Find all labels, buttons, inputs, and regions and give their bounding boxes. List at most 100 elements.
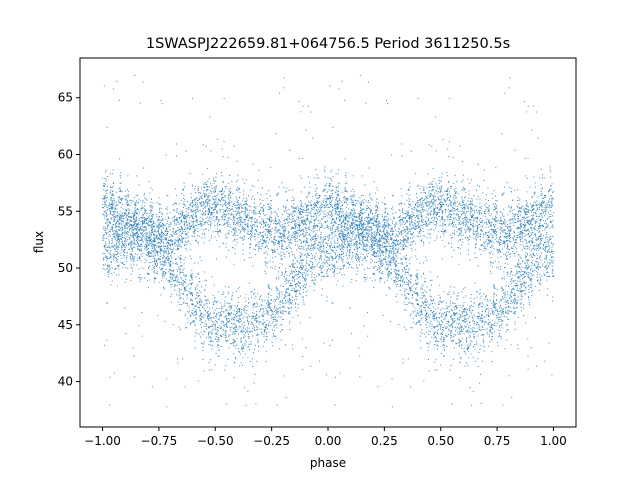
data-point xyxy=(252,317,254,319)
data-point xyxy=(441,185,443,187)
data-point xyxy=(267,284,269,286)
data-point xyxy=(349,215,351,217)
data-point xyxy=(514,328,516,330)
data-point xyxy=(151,213,153,215)
data-point xyxy=(283,235,285,237)
data-point xyxy=(258,243,260,245)
data-point xyxy=(211,333,213,335)
data-point xyxy=(337,238,339,240)
data-point xyxy=(322,211,324,213)
data-point xyxy=(177,249,179,251)
data-point xyxy=(387,212,389,214)
data-point xyxy=(246,217,248,219)
data-point xyxy=(544,201,546,203)
data-point xyxy=(343,264,345,266)
data-point xyxy=(319,247,321,249)
data-point xyxy=(133,246,135,248)
data-point xyxy=(538,282,540,284)
data-point xyxy=(522,283,524,285)
data-point xyxy=(174,210,175,212)
data-point xyxy=(333,245,335,247)
data-point xyxy=(264,233,266,235)
data-point xyxy=(307,227,309,229)
data-point xyxy=(154,248,156,250)
data-point xyxy=(175,234,177,236)
data-point xyxy=(353,191,355,193)
data-point xyxy=(519,222,521,224)
data-point xyxy=(235,229,237,231)
data-point xyxy=(205,228,207,230)
data-point xyxy=(529,272,531,274)
data-point xyxy=(416,276,418,278)
data-point xyxy=(118,264,120,266)
data-point xyxy=(484,306,486,308)
data-point xyxy=(287,213,289,215)
data-point xyxy=(179,258,181,260)
data-point xyxy=(420,220,422,222)
data-point xyxy=(322,241,324,243)
data-point xyxy=(493,314,495,316)
data-point xyxy=(292,234,294,236)
data-point xyxy=(465,232,467,234)
data-point xyxy=(356,216,358,218)
data-point xyxy=(279,307,281,309)
data-point xyxy=(395,264,397,266)
data-point xyxy=(298,290,300,292)
data-point xyxy=(465,339,467,341)
data-point xyxy=(518,218,520,220)
data-point xyxy=(377,202,379,204)
data-point xyxy=(527,157,529,159)
data-point xyxy=(109,376,111,378)
data-point xyxy=(415,243,417,245)
data-point xyxy=(530,253,532,255)
data-point xyxy=(118,229,120,231)
data-point xyxy=(493,284,495,286)
data-point xyxy=(519,299,521,301)
data-point xyxy=(141,249,143,251)
data-point xyxy=(267,304,269,306)
data-point xyxy=(374,265,376,267)
data-point xyxy=(301,259,303,261)
data-point xyxy=(385,264,387,266)
data-point xyxy=(351,209,353,211)
data-point xyxy=(150,212,152,214)
data-point xyxy=(159,209,161,211)
data-point xyxy=(180,268,182,270)
data-point xyxy=(171,284,173,286)
data-point xyxy=(546,294,548,296)
data-point xyxy=(338,233,340,235)
data-point xyxy=(500,338,502,340)
data-point xyxy=(507,248,509,250)
data-point xyxy=(511,191,513,193)
data-point xyxy=(285,208,287,210)
data-point xyxy=(140,233,142,235)
data-point xyxy=(490,221,492,223)
data-point xyxy=(309,222,311,224)
data-point xyxy=(191,279,193,281)
data-point xyxy=(108,252,110,254)
data-point xyxy=(194,310,196,312)
data-point xyxy=(427,322,429,323)
data-point xyxy=(144,236,146,238)
data-point xyxy=(305,218,307,220)
data-point xyxy=(376,210,378,212)
data-point xyxy=(319,236,321,238)
data-point xyxy=(175,230,177,232)
data-point xyxy=(328,234,330,236)
data-point xyxy=(449,190,451,192)
data-point xyxy=(137,235,139,237)
data-point xyxy=(103,85,105,87)
data-point xyxy=(138,245,140,247)
data-point xyxy=(498,318,500,320)
data-point xyxy=(339,209,341,211)
data-point xyxy=(476,296,478,298)
data-point xyxy=(333,236,335,238)
data-point xyxy=(155,240,157,242)
data-point xyxy=(212,216,214,218)
data-point xyxy=(535,202,537,204)
data-point xyxy=(500,305,502,307)
data-point xyxy=(117,197,119,199)
data-point xyxy=(291,344,293,346)
data-point xyxy=(207,318,209,320)
data-point xyxy=(528,241,530,243)
